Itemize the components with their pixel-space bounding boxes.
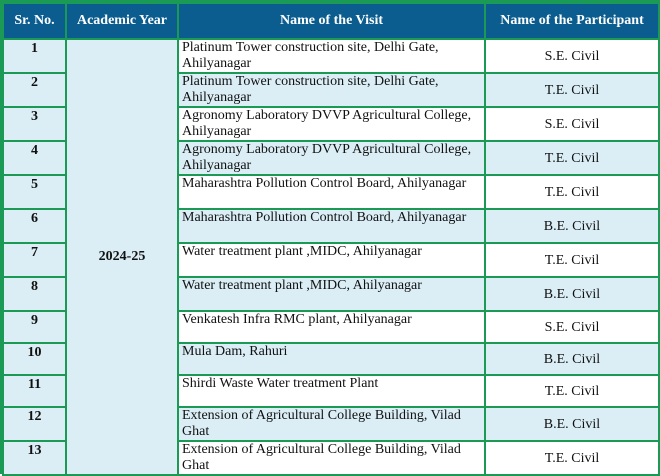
sr-no-cell: 6 <box>2 208 67 244</box>
participant-cell: T.E. Civil <box>484 72 660 108</box>
header-row: Sr. No. Academic Year Name of the Visit … <box>2 2 660 40</box>
participant-cell: S.E. Civil <box>484 310 660 344</box>
sr-no-cell: 1 <box>2 38 67 74</box>
header-participant: Name of the Participant <box>484 2 660 40</box>
table-row: 1 2024-25 Platinum Tower construction si… <box>2 38 660 476</box>
sr-no-cell: 5 <box>2 174 67 210</box>
participant-cell: S.E. Civil <box>484 38 660 74</box>
participant-cell: B.E. Civil <box>484 208 660 244</box>
sr-no-cell: 2 <box>2 72 67 108</box>
participant-cell: B.E. Civil <box>484 406 660 442</box>
sr-no-cell: 11 <box>2 374 67 408</box>
sr-no-cell: 13 <box>2 440 67 476</box>
visit-name-cell: Water treatment plant ,MIDC, Ahilyanagar <box>177 276 486 312</box>
visit-name-cell: Mula Dam, Rahuri <box>177 342 486 376</box>
visit-name-cell: Shirdi Waste Water treatment Plant <box>177 374 486 408</box>
table-row: 4 Agronomy Laboratory DVVP Agricultural … <box>2 140 660 176</box>
visit-name-cell: Water treatment plant ,MIDC, Ahilyanagar <box>177 242 486 278</box>
visit-name-cell: Platinum Tower construction site, Delhi … <box>177 72 486 108</box>
sr-no-cell: 7 <box>2 242 67 278</box>
table-row: 3 Agronomy Laboratory DVVP Agricultural … <box>2 106 660 142</box>
visit-name-cell: Maharashtra Pollution Control Board, Ahi… <box>177 208 486 244</box>
sr-no-cell: 12 <box>2 406 67 442</box>
participant-cell: B.E. Civil <box>484 276 660 312</box>
table-body: 1 2024-25 Platinum Tower construction si… <box>2 38 660 476</box>
table-row: 12 Extension of Agricultural College Bui… <box>2 406 660 442</box>
participant-cell: S.E. Civil <box>484 106 660 142</box>
visit-name-cell: Venkatesh Infra RMC plant, Ahilyanagar <box>177 310 486 344</box>
table-row: 5 Maharashtra Pollution Control Board, A… <box>2 174 660 210</box>
visit-name-cell: Agronomy Laboratory DVVP Agricultural Co… <box>177 140 486 176</box>
participant-cell: T.E. Civil <box>484 174 660 210</box>
table-row: 7 Water treatment plant ,MIDC, Ahilyanag… <box>2 242 660 278</box>
table-row: 2 Platinum Tower construction site, Delh… <box>2 72 660 108</box>
participant-cell: T.E. Civil <box>484 374 660 408</box>
participant-cell: T.E. Civil <box>484 440 660 476</box>
table-row: 9 Venkatesh Infra RMC plant, Ahilyanagar… <box>2 310 660 344</box>
table-row: 13 Extension of Agricultural College Bui… <box>2 440 660 476</box>
header-academic-year: Academic Year <box>65 2 179 40</box>
sr-no-cell: 9 <box>2 310 67 344</box>
table-row: 6 Maharashtra Pollution Control Board, A… <box>2 208 660 244</box>
table-row: 8 Water treatment plant ,MIDC, Ahilyanag… <box>2 276 660 312</box>
visit-name-cell: Extension of Agricultural College Buildi… <box>177 440 486 476</box>
participant-cell: T.E. Civil <box>484 242 660 278</box>
visit-name-cell: Platinum Tower construction site, Delhi … <box>177 38 486 74</box>
visit-name-cell: Agronomy Laboratory DVVP Agricultural Co… <box>177 106 486 142</box>
table-row: 11 Shirdi Waste Water treatment Plant T.… <box>2 374 660 408</box>
sr-no-cell: 4 <box>2 140 67 176</box>
sr-no-cell: 8 <box>2 276 67 312</box>
participant-cell: B.E. Civil <box>484 342 660 376</box>
sr-no-cell: 3 <box>2 106 67 142</box>
header-visit-name: Name of the Visit <box>177 2 486 40</box>
participant-cell: T.E. Civil <box>484 140 660 176</box>
visit-name-cell: Maharashtra Pollution Control Board, Ahi… <box>177 174 486 210</box>
header-sr-no: Sr. No. <box>2 2 67 40</box>
sr-no-cell: 10 <box>2 342 67 376</box>
visit-name-cell: Extension of Agricultural College Buildi… <box>177 406 486 442</box>
table-row: 10 Mula Dam, Rahuri B.E. Civil <box>2 342 660 376</box>
academic-year-cell: 2024-25 <box>65 38 179 476</box>
